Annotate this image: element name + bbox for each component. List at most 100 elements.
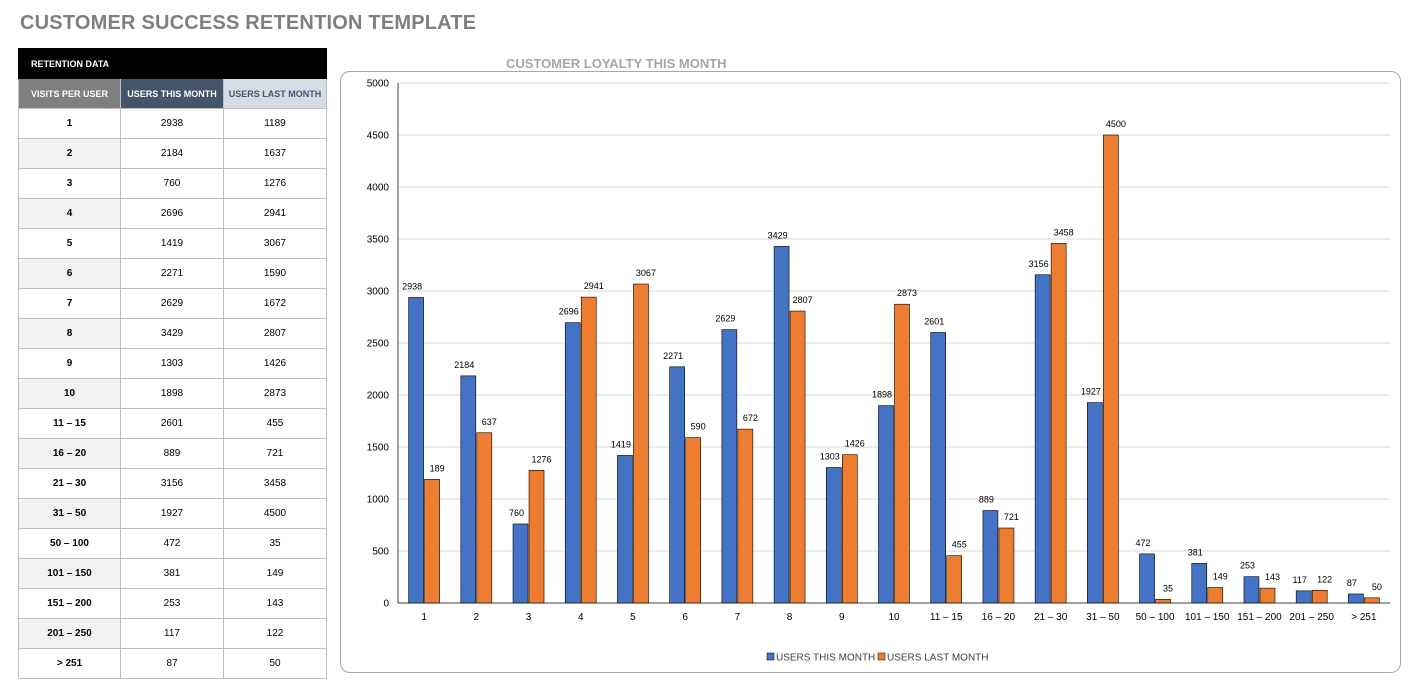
- x-tick-label: 50 – 100: [1136, 612, 1175, 623]
- cell-this-month: 2271: [120, 258, 224, 289]
- cell-last-month: 149: [223, 558, 327, 589]
- data-label-this-month: 2629: [715, 314, 735, 324]
- cell-last-month: 1189: [223, 108, 327, 139]
- data-label-last-month: 721: [1004, 512, 1019, 522]
- data-label-last-month: 35: [1163, 583, 1173, 593]
- page-title: CUSTOMER SUCCESS RETENTION TEMPLATE: [20, 12, 477, 34]
- cell-last-month: 1672: [223, 288, 327, 319]
- data-label-this-month: 1927: [1081, 387, 1101, 397]
- bar-this-month: [878, 405, 894, 604]
- table-row: 5 1419 3067: [18, 228, 327, 259]
- data-label-this-month: 253: [1240, 561, 1255, 571]
- data-label-this-month: 1303: [820, 451, 840, 461]
- cell-this-month: 381: [120, 558, 224, 589]
- cell-visits: 5: [18, 228, 121, 259]
- cell-visits: 8: [18, 318, 121, 349]
- data-label-this-month: 472: [1136, 538, 1151, 548]
- bar-this-month: [408, 297, 424, 604]
- data-label-this-month: 889: [979, 495, 994, 505]
- x-tick-label: 10: [888, 612, 900, 623]
- data-label-last-month: 672: [743, 413, 758, 423]
- header-users-last-month: USERS LAST MONTH: [223, 78, 327, 109]
- legend-swatch-last-month: [877, 652, 886, 661]
- bar-last-month: [1311, 590, 1328, 604]
- cell-visits: 4: [18, 198, 121, 229]
- cell-visits: 6: [18, 258, 121, 289]
- table-row: 50 – 100 472 35: [18, 528, 327, 559]
- cell-last-month: 1637: [223, 138, 327, 169]
- data-label-last-month: 50: [1372, 582, 1382, 592]
- data-label-this-month: 2184: [454, 360, 474, 370]
- cell-this-month: 2629: [120, 288, 224, 319]
- cell-visits: 31 – 50: [18, 498, 121, 529]
- bar-this-month: [1191, 563, 1208, 604]
- bar-this-month: [1348, 593, 1364, 604]
- bar-this-month: [1243, 576, 1260, 604]
- y-tick-label: 3000: [367, 287, 390, 298]
- cell-this-month: 2184: [120, 138, 224, 169]
- bar-this-month: [930, 332, 947, 604]
- data-label-last-month: 2807: [793, 295, 813, 305]
- bar-last-month: [894, 303, 910, 604]
- table-row: 6 2271 1590: [18, 258, 327, 289]
- cell-visits: 11 – 15: [18, 408, 121, 439]
- x-tick-label: 11 – 15: [930, 612, 963, 623]
- cell-last-month: 3458: [223, 468, 327, 499]
- x-tick-label: 6: [682, 612, 688, 623]
- x-tick-label: 3: [526, 612, 532, 623]
- bar-last-month: [1259, 587, 1276, 604]
- bar-last-month: [424, 479, 440, 604]
- cell-visits: 1: [18, 108, 121, 139]
- header-users-this-month: USERS THIS MONTH: [120, 78, 224, 109]
- x-tick-label: 21 – 30: [1034, 612, 1068, 623]
- data-label-last-month: 637: [482, 417, 497, 427]
- data-label-last-month: 149: [1213, 572, 1228, 582]
- cell-last-month: 50: [223, 648, 327, 679]
- data-label-this-month: 1898: [872, 390, 892, 400]
- data-label-last-month: 590: [691, 422, 706, 432]
- data-label-this-month: 2938: [402, 281, 422, 291]
- data-label-this-month: 760: [509, 508, 524, 518]
- x-tick-label: 9: [839, 612, 845, 623]
- bar-last-month: [1364, 597, 1380, 604]
- table-row: 101 – 150 381 149: [18, 558, 327, 589]
- bar-last-month: [946, 555, 963, 604]
- bar-last-month: [1103, 134, 1119, 604]
- cell-visits: > 251: [18, 648, 121, 679]
- header-visits-per-user: VISITS PER USER: [18, 78, 121, 109]
- y-tick-label: 500: [372, 547, 389, 558]
- cell-visits: 9: [18, 348, 121, 379]
- table-row: 7 2629 1672: [18, 288, 327, 319]
- cell-this-month: 3156: [120, 468, 224, 499]
- bar-this-month: [460, 375, 477, 604]
- x-tick-label: 7: [735, 612, 741, 623]
- data-label-last-month: 122: [1317, 574, 1332, 584]
- x-tick-label: 1: [421, 612, 427, 623]
- cell-this-month: 1927: [120, 498, 224, 529]
- bar-this-month: [564, 322, 581, 604]
- legend-label-last-month: USERS LAST MONTH: [887, 653, 989, 664]
- data-label-last-month: 1426: [845, 439, 865, 449]
- table-row: 11 – 15 2601 455: [18, 408, 327, 439]
- y-tick-label: 2000: [367, 391, 390, 402]
- bar-this-month: [1034, 274, 1051, 604]
- bar-last-month: [1050, 243, 1067, 604]
- x-tick-label: 4: [578, 612, 584, 623]
- cell-visits: 2: [18, 138, 121, 169]
- cell-last-month: 35: [223, 528, 327, 559]
- bar-last-month: [1155, 599, 1171, 604]
- data-label-last-month: 3067: [636, 268, 656, 278]
- data-label-this-month: 117: [1293, 575, 1307, 585]
- cell-last-month: 1276: [223, 168, 327, 199]
- y-tick-label: 4000: [367, 183, 390, 194]
- y-tick-label: 4500: [367, 131, 390, 142]
- x-tick-label: 201 – 250: [1289, 612, 1334, 623]
- data-label-last-month: 455: [952, 540, 967, 550]
- bar-this-month: [1087, 402, 1103, 604]
- bar-last-month: [998, 527, 1015, 604]
- chart-title: CUSTOMER LOYALTY THIS MONTH: [506, 56, 727, 71]
- table-row: 4 2696 2941: [18, 198, 327, 229]
- legend-swatch-this-month: [766, 652, 775, 661]
- cell-last-month: 4500: [223, 498, 327, 529]
